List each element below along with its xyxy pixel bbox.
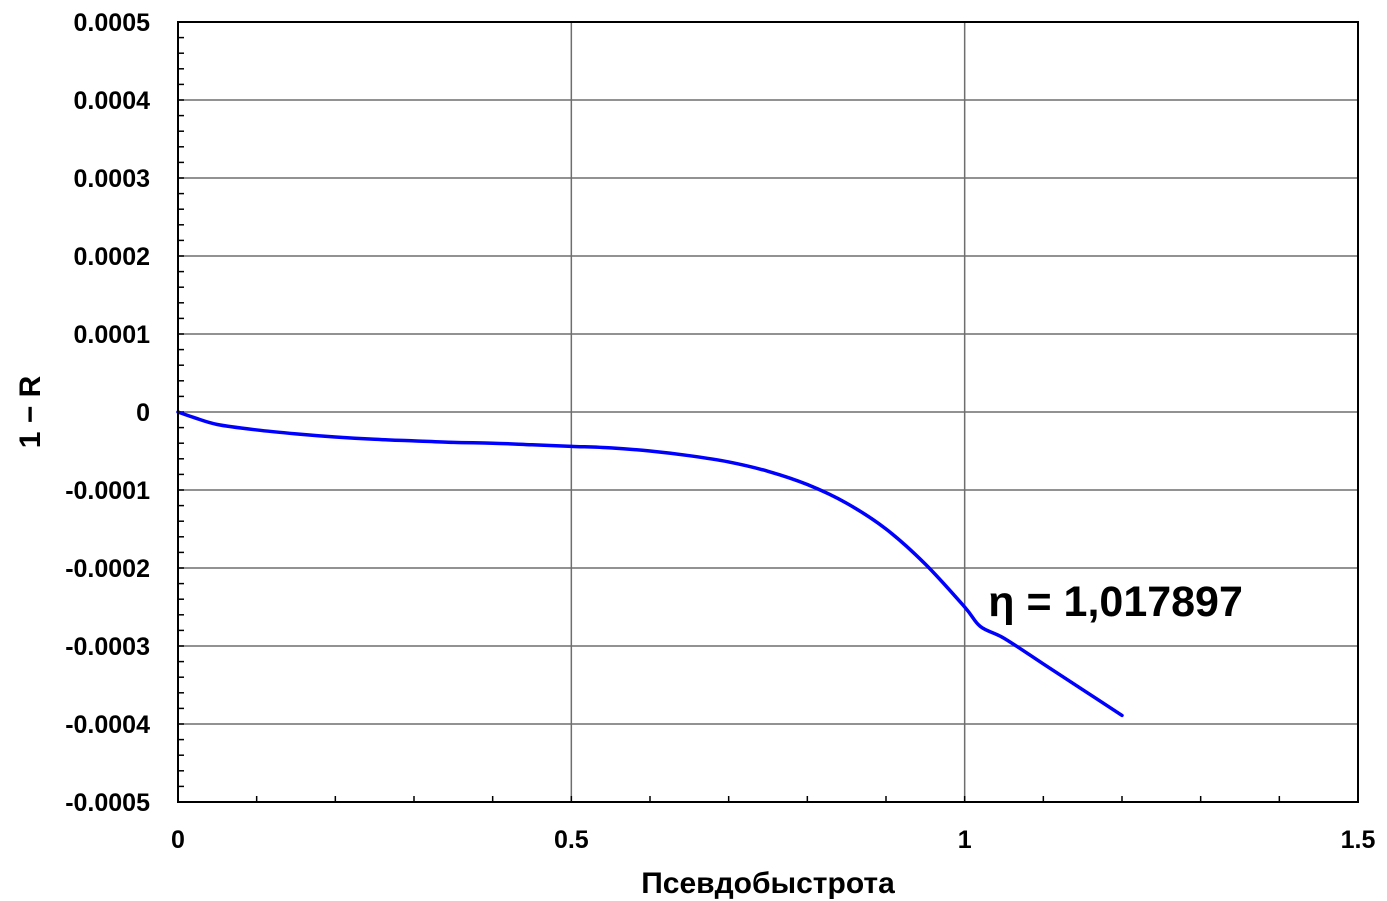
y-tick-label: -0.0004 [65, 711, 150, 739]
series-line [176, 410, 1124, 718]
y-axis-title: 1 − R [14, 375, 47, 448]
y-tick-label: 0.0001 [74, 321, 151, 349]
annotations: η = 1,017897 [988, 578, 1243, 626]
y-tick-labels: 0.0005 0.0004 0.0003 0.0002 0.0001 0 -0.0001 -0… [65, 9, 150, 817]
annotation-label: η = 1,017897 [988, 578, 1243, 626]
grid-lines [177, 21, 1359, 803]
y-tick-label: 0.0002 [74, 243, 150, 271]
x-tick-label: 0.5 [554, 826, 589, 854]
y-tick-label: -0.0003 [65, 633, 150, 661]
x-tick-labels: 0 0.5 1 1.5 [171, 826, 1375, 854]
y-tick-label: -0.0002 [65, 555, 150, 583]
series-layer [176, 410, 1124, 718]
x-tick-label: 1.5 [1341, 826, 1376, 854]
y-tick-label: 0 [136, 399, 150, 427]
y-tick-label: 0.0004 [74, 87, 151, 115]
y-tick-label: -0.0001 [65, 477, 150, 505]
y-tick-label: -0.0005 [65, 789, 150, 817]
plot-frame [177, 21, 1359, 803]
x-axis-title: Псевдобыстрота [641, 867, 895, 900]
x-tick-label: 1 [958, 826, 972, 854]
y-tick-label: 0.0005 [74, 9, 151, 37]
y-tick-label: 0.0003 [74, 165, 150, 193]
x-tick-label: 0 [171, 826, 185, 854]
